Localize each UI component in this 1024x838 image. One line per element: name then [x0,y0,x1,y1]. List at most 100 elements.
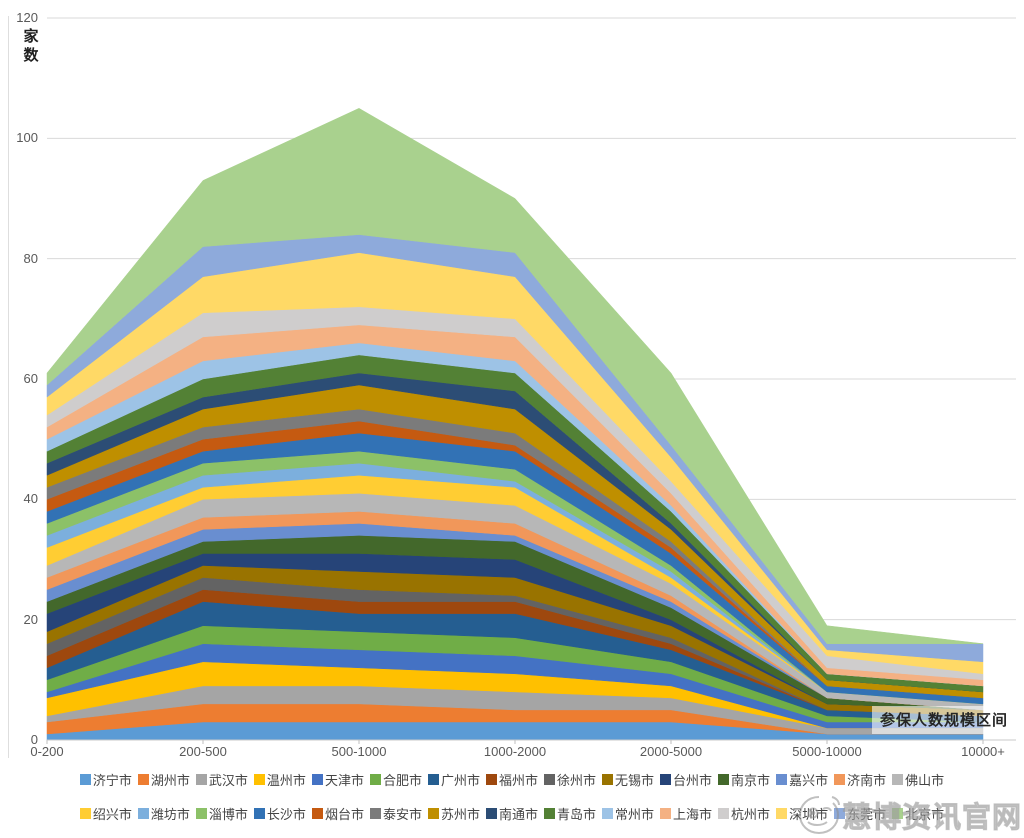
legend-swatch [660,774,672,785]
x-tick-label: 2000-5000 [639,744,703,759]
legend-item: 北京市 [892,804,944,823]
legend-item: 深圳市 [776,804,828,823]
legend-label: 深圳市 [789,807,829,822]
legend-swatch [544,774,555,785]
legend-swatch [776,808,788,819]
legend-item: 徐州市 [544,770,596,789]
legend-item: 常州市 [602,804,654,823]
legend-item: 烟台市 [311,804,364,823]
legend-row-2: 绍兴市 潍坊市 淄博市 长沙市 烟台市 泰安市 苏州市 南通市 青岛市 常州市 上海市 杭州市 深圳市 东… [0,804,1024,823]
legend-item: 南京市 [718,770,770,789]
legend-label: 苏州市 [440,807,480,822]
legend-item: 杭州市 [718,804,770,823]
legend-label: 淄博市 [208,807,248,822]
legend-label: 天津市 [324,773,364,788]
legend-item: 东莞市 [834,804,886,823]
x-tick-label: 0-200 [30,744,64,759]
legend-label: 武汉市 [208,773,248,788]
legend-item: 绍兴市 [79,804,132,823]
legend-swatch [79,774,91,785]
legend-item: 泰安市 [369,804,422,823]
legend-label: 泰安市 [382,807,422,822]
y-tick-label: 120 [16,10,38,25]
legend-item: 武汉市 [195,770,248,789]
legend-label: 无锡市 [615,773,655,788]
legend-swatch [195,808,207,819]
legend-swatch [253,808,265,819]
y-tick-label: 20 [23,611,38,627]
legend-item: 济南市 [834,770,886,789]
legend-swatch [776,774,788,785]
legend-label: 福州市 [498,773,538,788]
legend-item: 福州市 [485,770,538,789]
legend-item: 青岛市 [544,804,596,823]
x-tick-label: 5000-10000 [792,744,862,759]
legend-swatch [485,774,497,785]
legend-swatch [718,808,730,819]
y-axis-title: 家数 [23,28,39,64]
legend-label: 广州市 [440,773,480,788]
legend-item: 上海市 [660,804,712,823]
legend-row-1: 济宁市 湖州市 武汉市 温州市 天津市 合肥市 广州市 福州市 徐州市 无锡市 台州市 南京市 嘉兴市 济… [0,770,1024,789]
legend-label: 徐州市 [557,773,597,788]
legend-item: 济宁市 [79,770,132,789]
x-tick-label: 200-500 [179,744,227,759]
y-tick-label: 0 [30,732,38,747]
legend-label: 绍兴市 [92,807,132,822]
legend-label: 南通市 [498,807,538,822]
legend-item: 湖州市 [137,770,190,789]
legend-item: 广州市 [427,770,480,789]
legend-item: 长沙市 [253,804,306,823]
legend-swatch [137,808,149,819]
legend-swatch [79,808,91,819]
page-edge-line [8,16,9,758]
legend-swatch [369,808,381,819]
legend-swatch [427,774,439,785]
legend-label: 济宁市 [92,773,132,788]
legend-label: 湖州市 [150,773,190,788]
y-tick-label: 60 [23,371,38,386]
legend-label: 台州市 [673,773,713,788]
legend-item: 天津市 [311,770,364,789]
legend-swatch [892,774,904,785]
x-axis-title: 参保人数规模区间 [872,706,1017,734]
legend-swatch [602,774,614,785]
legend-swatch [311,774,323,785]
legend-item: 合肥市 [369,770,422,789]
legend-label: 上海市 [673,807,713,822]
legend-swatch [660,808,672,819]
legend-item: 淄博市 [195,804,248,823]
legend-swatch [544,808,555,819]
legend-label: 杭州市 [731,807,771,822]
x-tick-label: 500-1000 [331,744,387,759]
legend-swatch [834,808,846,819]
legend-item: 南通市 [485,804,538,823]
legend-label: 济南市 [847,773,887,788]
legend-label: 常州市 [615,807,655,822]
legend-item: 佛山市 [892,770,944,789]
legend-swatch [892,808,904,819]
legend-label: 嘉兴市 [789,773,829,788]
legend-label: 佛山市 [905,773,945,788]
legend-label: 烟台市 [324,807,364,822]
legend-swatch [602,808,614,819]
y-tick-label: 80 [23,250,38,266]
x-tick-label: 1000-2000 [483,744,547,759]
legend-swatch [427,808,439,819]
legend-swatch [195,774,207,785]
legend-label: 合肥市 [382,773,422,788]
legend-label: 青岛市 [557,807,597,822]
legend-item: 嘉兴市 [776,770,828,789]
x-tick-label: 10000+ [961,744,1005,759]
legend-item: 台州市 [660,770,712,789]
legend-label: 长沙市 [266,807,306,822]
legend-label: 南京市 [731,773,771,788]
area-series [46,108,984,644]
legend-label: 北京市 [905,807,945,822]
legend-item: 无锡市 [602,770,654,789]
legend-swatch [137,774,149,785]
legend-swatch [253,774,265,785]
legend-item: 潍坊市 [137,804,190,823]
